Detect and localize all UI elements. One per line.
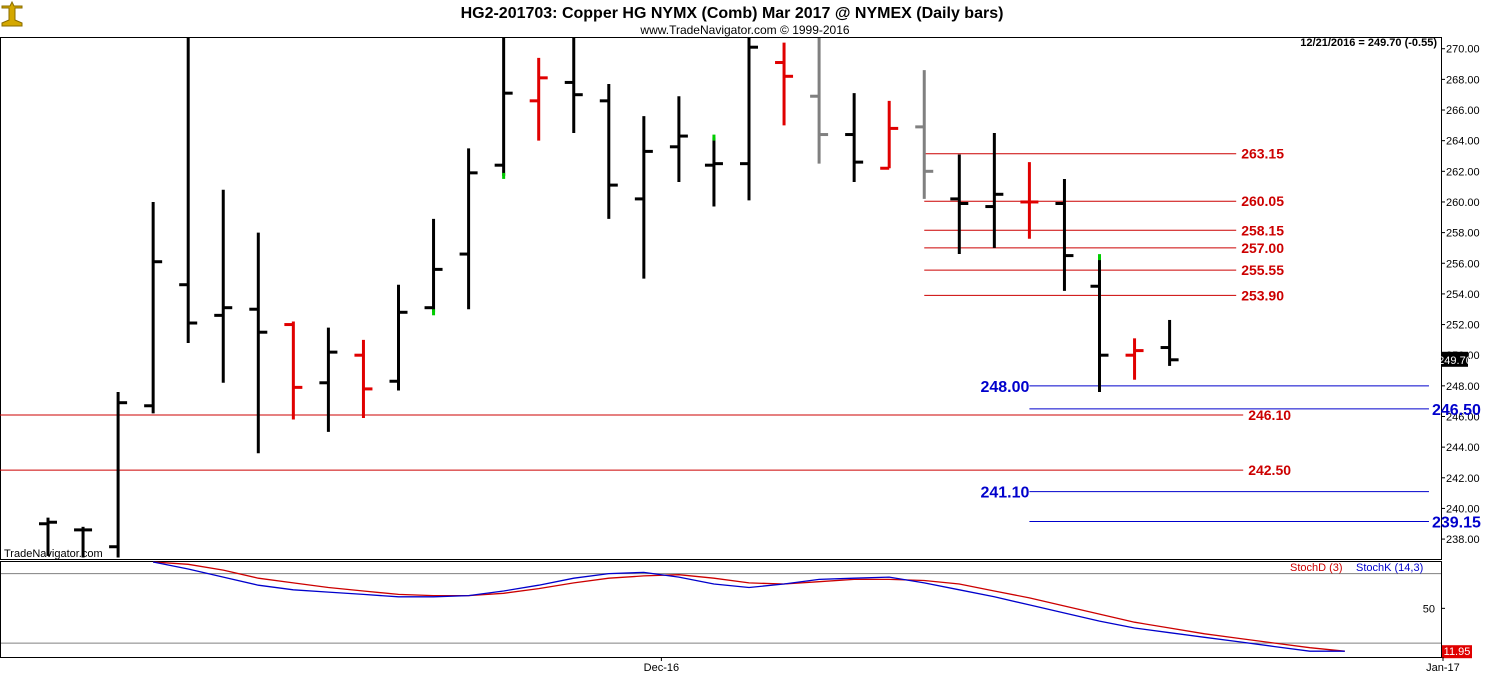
price-tick-label: 256.00 [1446, 258, 1480, 270]
blue-level-label: 246.50 [1432, 402, 1481, 419]
ohlc-bar [424, 218, 443, 316]
chart-subtitle: www.TradeNavigator.com © 1999-2016 [639, 23, 849, 37]
x-tick-label: Jan-17 [1426, 662, 1460, 674]
ohlc-bar [389, 284, 408, 391]
price-tick-label: 252.00 [1446, 320, 1480, 332]
ohlc-bar [354, 339, 373, 419]
stochastic-panel: 50 StochD (3) StochK (14,3) 11.95 [1, 561, 1472, 659]
ohlc-bar [74, 526, 93, 558]
ohlc-bars [39, 38, 1179, 558]
ohlc-bar [740, 38, 758, 201]
ohlc-bar [775, 42, 794, 126]
blue-level-label: 248.00 [980, 379, 1029, 396]
red-level-label: 253.90 [1241, 287, 1284, 303]
ohlc-bar [39, 517, 57, 556]
last-price-box [1442, 351, 1468, 367]
ohlc-bar [564, 38, 583, 134]
ohlc-bar [459, 148, 478, 310]
ohlc-bar [1055, 178, 1074, 291]
ohlc-bar [494, 38, 513, 179]
price-panel-frame [0, 37, 1442, 560]
price-tick-label: 242.00 [1446, 473, 1480, 485]
ohlc-bar [214, 189, 233, 383]
red-level-label: 257.00 [1241, 240, 1284, 256]
stoch-legend-entry: StochD (3) [1290, 562, 1343, 574]
red-level-label: 260.05 [1241, 193, 1284, 209]
stoch-last-box [1442, 645, 1472, 659]
last-price-label: 249.70 [1438, 355, 1472, 367]
price-tick-label: 266.00 [1446, 105, 1480, 117]
price-tick-label: 238.00 [1446, 534, 1480, 546]
x-axis: Dec-16 Jan-17 [644, 657, 1460, 674]
x-tick-label: Dec-16 [644, 662, 679, 674]
ohlc-bar [985, 133, 1004, 248]
blue-level-label: 241.10 [980, 485, 1029, 502]
stoch-d-line [153, 561, 1345, 652]
ohlc-bar [1020, 162, 1039, 239]
ohlc-bar [109, 391, 128, 558]
blue-level-label: 239.15 [1432, 514, 1481, 531]
chart-title: HG2-201703: Copper HG NYMX (Comb) Mar 20… [461, 5, 1004, 22]
ohlc-bar [845, 93, 864, 183]
stoch-tick-label: 50 [1423, 603, 1435, 615]
logo-icon [1, 0, 23, 27]
ohlc-bar [179, 38, 198, 343]
stoch-legend-entry: StochK (14,3) [1356, 562, 1423, 574]
ohlc-bar [1090, 254, 1109, 392]
price-tick-label: 244.00 [1446, 442, 1480, 454]
price-tick-label: 246.00 [1446, 411, 1480, 423]
price-tick-label: 262.00 [1446, 166, 1480, 178]
ohlc-bar [634, 116, 653, 279]
ohlc-bar [950, 154, 969, 255]
price-tick-label: 270.00 [1446, 44, 1480, 56]
price-tick-label: 264.00 [1446, 136, 1480, 148]
watermark: TradeNavigator.com [4, 548, 103, 560]
stoch-k-line [152, 561, 1345, 652]
ohlc-bar [529, 57, 548, 141]
level-lines: 263.15 260.05 258.15 257.00 255.55 253.90 246.… [0, 146, 1481, 531]
price-tick-label: 258.00 [1446, 228, 1480, 240]
ohlc-bar [810, 38, 829, 164]
price-axis: 238.00240.00242.00244.00246.00248.00250.… [1438, 44, 1479, 546]
red-level-label: 246.10 [1248, 407, 1291, 423]
ohlc-bar [915, 70, 934, 199]
ohlc-bar [669, 96, 688, 183]
red-level-label: 263.15 [1241, 146, 1284, 162]
stoch-panel-frame [0, 561, 1442, 658]
ohlc-bar [880, 100, 899, 170]
price-readout: 12/21/2016 = 249.70 (-0.55) [1300, 37, 1437, 49]
price-tick-label: 240.00 [1446, 503, 1480, 515]
price-tick-label: 248.00 [1446, 381, 1480, 393]
ohlc-bar [284, 321, 303, 420]
ohlc-bar [1125, 338, 1144, 380]
stoch-last-label: 11.95 [1444, 646, 1471, 658]
ohlc-bar [1160, 319, 1179, 366]
price-tick-label: 268.00 [1446, 74, 1480, 86]
red-level-label: 258.15 [1241, 222, 1284, 238]
ohlc-bar [599, 83, 618, 219]
ohlc-bar [249, 232, 268, 454]
red-level-label: 242.50 [1248, 462, 1291, 478]
price-tick-label: 260.00 [1446, 197, 1480, 209]
price-tick-label: 254.00 [1446, 289, 1480, 301]
ohlc-bar [144, 201, 163, 414]
ohlc-bar [319, 327, 338, 432]
red-level-label: 255.55 [1241, 262, 1284, 278]
ohlc-bar [704, 134, 723, 207]
